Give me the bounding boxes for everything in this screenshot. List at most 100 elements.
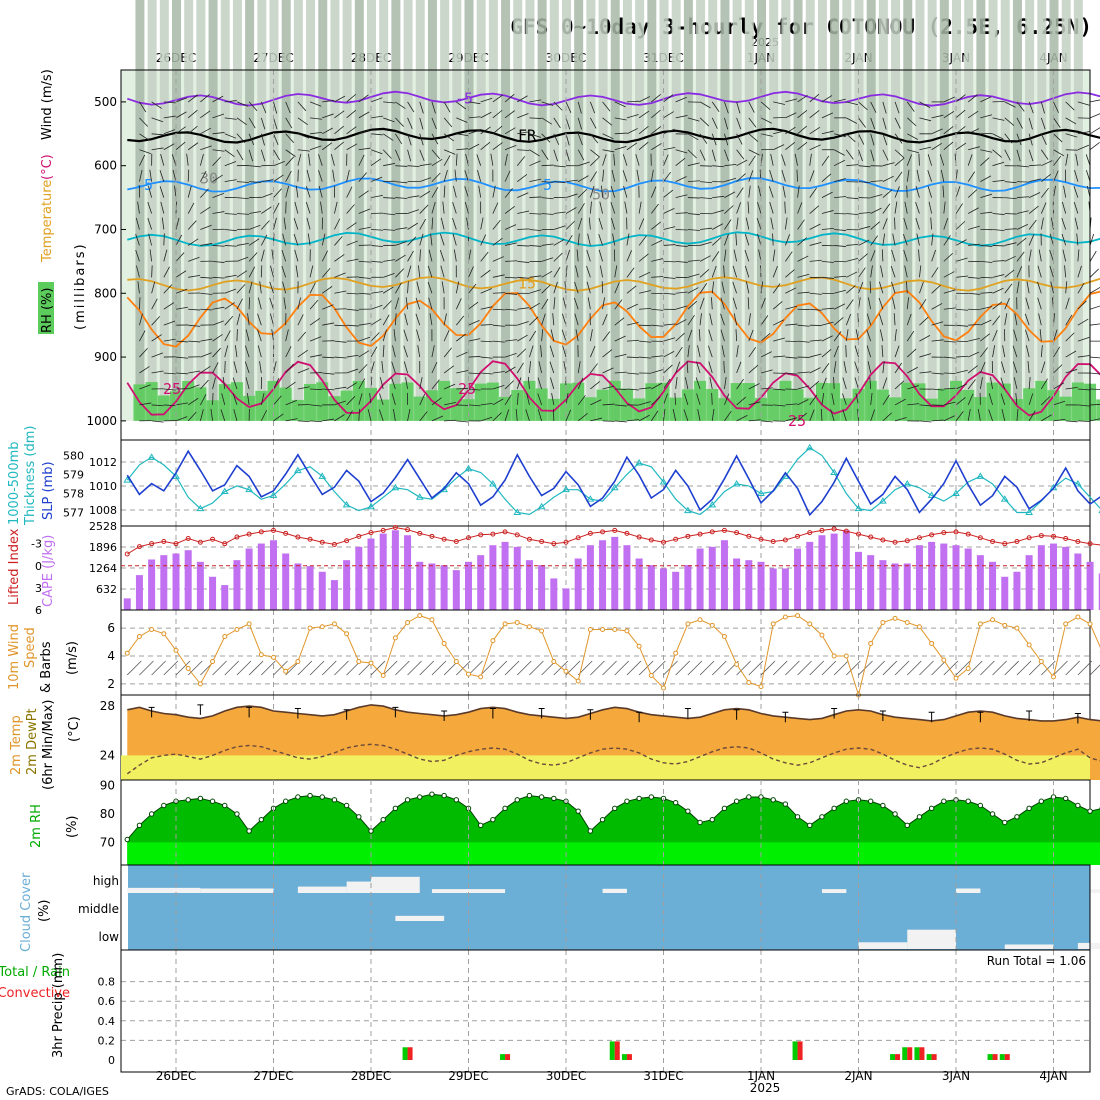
wind-barb <box>430 233 433 246</box>
li-point <box>502 529 508 535</box>
wind-barb <box>200 352 212 358</box>
cloud-high-segment <box>956 888 981 893</box>
rh-column <box>720 0 730 421</box>
wind-barb <box>492 219 501 230</box>
wind10m-point <box>368 660 374 666</box>
wind10m-point <box>831 653 837 659</box>
wind-barb <box>261 206 272 214</box>
wind-barb <box>955 383 968 390</box>
wind-barb <box>552 313 555 326</box>
rh-column <box>854 0 864 421</box>
wind-barb <box>809 144 821 151</box>
wind-barb <box>236 298 243 310</box>
li-point <box>990 538 996 544</box>
wind10m-point <box>1075 614 1081 620</box>
wind-barb <box>614 101 626 108</box>
wind-barb <box>919 298 927 310</box>
wind-barb <box>638 110 650 119</box>
rh-green-patch <box>486 382 499 421</box>
cape-bar <box>733 558 741 610</box>
cape-bar <box>221 585 229 610</box>
li-point <box>575 535 581 541</box>
wind-barb <box>626 114 639 119</box>
wind-barb <box>894 217 896 230</box>
wind-barb <box>1004 228 1017 230</box>
wind-barb <box>866 329 872 342</box>
temp2m-max-marker <box>733 709 740 720</box>
wind10m-barb <box>1041 660 1056 676</box>
wind-barb <box>846 133 856 143</box>
wind-barb <box>468 143 480 151</box>
wind-barb <box>137 201 140 214</box>
wind-barb <box>334 414 345 422</box>
rh-column <box>952 0 961 421</box>
wind-barb <box>236 149 244 161</box>
wind-barb <box>602 367 614 374</box>
wind-barb <box>454 169 457 182</box>
rh-green-patch <box>511 389 524 421</box>
rh2m-point <box>429 791 435 797</box>
rh-green-patch <box>267 380 280 421</box>
wind-barb <box>282 233 287 246</box>
wind-barb <box>732 297 738 310</box>
wind-barb <box>858 165 871 168</box>
wind-barb <box>541 164 554 167</box>
wind-barb <box>858 117 866 128</box>
wind-barb <box>1053 346 1061 358</box>
wind10m-label-3: & Barbs <box>39 641 54 693</box>
li-point <box>758 536 764 542</box>
wind10m-point <box>673 650 679 656</box>
rh-column <box>452 0 462 421</box>
wind-barb <box>1089 268 1099 278</box>
wind-barb <box>651 369 663 374</box>
wind-barb <box>687 287 699 294</box>
wind-barb <box>1065 386 1078 390</box>
wind-barb <box>163 404 176 407</box>
wind-barb <box>785 403 798 406</box>
rh-column <box>513 0 523 421</box>
wind-barb <box>147 217 153 230</box>
cape-bar <box>879 560 887 610</box>
cloud-high-segment <box>1090 889 1100 893</box>
wind-barb <box>285 133 295 143</box>
cloud-label: Cloud Cover <box>19 872 34 952</box>
wind-barb <box>663 154 669 166</box>
wind-barb <box>1041 160 1053 167</box>
wind-barb <box>419 249 421 262</box>
wind-barb <box>1041 414 1052 422</box>
wind-barb <box>614 117 627 121</box>
wind-barb <box>395 197 408 199</box>
cape-bar <box>404 535 412 610</box>
wind-barb <box>943 372 956 374</box>
wind-barb <box>882 377 888 390</box>
thickness-tick-label: 579 <box>63 468 84 481</box>
thickness-point <box>220 487 229 495</box>
wind-barb <box>367 409 372 421</box>
wind-barb <box>675 245 688 247</box>
wind-barb <box>724 133 729 146</box>
cape-bar <box>769 568 777 610</box>
wind-barb <box>416 329 421 342</box>
wind-barb <box>431 379 440 390</box>
rh2m-point <box>1014 814 1020 820</box>
wind10m-point <box>539 628 545 634</box>
temperature-unit-label: (°C) <box>40 154 55 180</box>
wind-barb <box>610 217 616 230</box>
wind-barb <box>407 117 413 130</box>
wind-barb <box>306 217 311 230</box>
wind-barb <box>590 381 600 390</box>
wind-barb <box>772 265 778 278</box>
wind-barb <box>700 197 713 200</box>
wind-barb <box>370 361 375 374</box>
rh-column <box>354 0 364 421</box>
wind10m-barb <box>772 660 788 676</box>
wind-barb <box>456 101 467 110</box>
li-point <box>197 539 203 545</box>
li-point <box>161 538 167 544</box>
wind-barb <box>831 393 835 405</box>
wind-barb <box>821 130 834 135</box>
wind10m-point <box>587 627 593 633</box>
wind-barb <box>870 180 883 183</box>
wind-barb <box>639 307 652 310</box>
precip-total-label: Total / Rain <box>0 965 70 980</box>
